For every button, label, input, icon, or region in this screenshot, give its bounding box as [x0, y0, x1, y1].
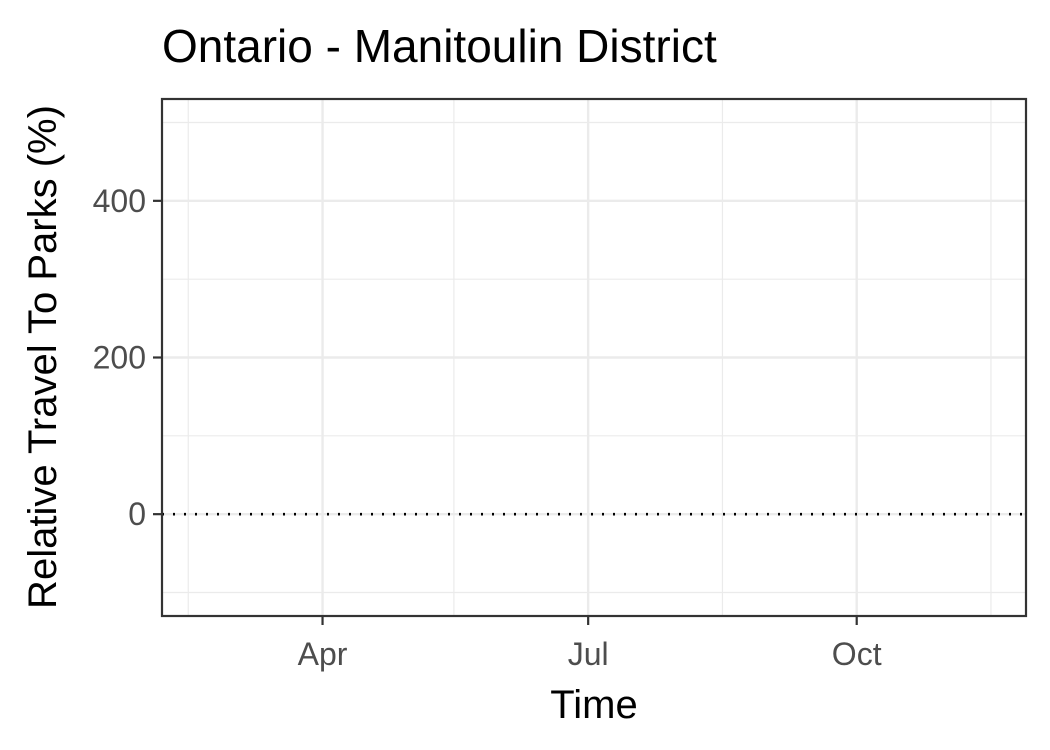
plot-panel: [160, 97, 1028, 618]
x-axis: Apr Jul Oct: [298, 616, 882, 672]
x-tick-label-1: Jul: [568, 636, 609, 672]
y-tick-label-0: 0: [128, 496, 146, 532]
y-tick-label-1: 200: [93, 340, 146, 376]
x-tick-label-2: Oct: [832, 636, 882, 672]
chart-title: Ontario - Manitoulin District: [162, 20, 717, 72]
y-axis-title: Relative Travel To Parks (%): [21, 105, 65, 609]
x-axis-title: Time: [550, 683, 637, 727]
y-axis: 0 200 400: [93, 183, 162, 532]
x-tick-label-0: Apr: [298, 636, 348, 672]
y-tick-label-2: 400: [93, 183, 146, 219]
